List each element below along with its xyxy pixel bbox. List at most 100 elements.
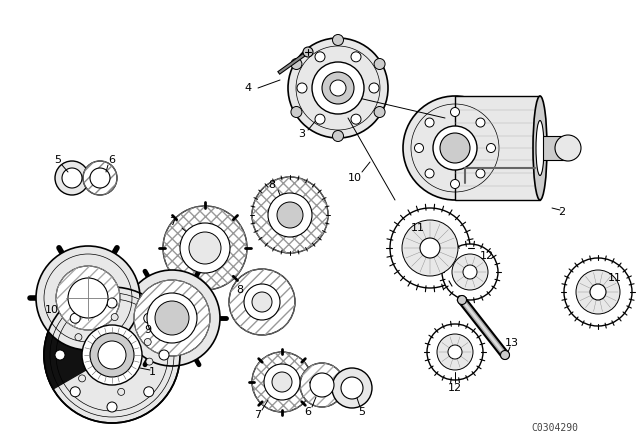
Circle shape [427,324,483,380]
Text: 12: 12 [448,383,462,393]
Circle shape [107,402,117,412]
Circle shape [118,388,125,396]
Text: 9: 9 [145,325,152,335]
Circle shape [315,114,325,124]
Circle shape [315,52,325,62]
Circle shape [451,108,460,116]
Circle shape [341,377,363,399]
Text: 2: 2 [559,207,566,217]
Circle shape [500,350,509,359]
Circle shape [56,266,120,330]
Circle shape [111,314,118,321]
Text: 3: 3 [298,129,305,139]
Circle shape [147,293,197,343]
Circle shape [83,161,117,195]
Circle shape [476,118,485,127]
Circle shape [452,254,488,290]
Text: 1: 1 [148,367,156,377]
Circle shape [448,345,462,359]
Circle shape [425,169,434,178]
Circle shape [310,373,334,397]
Polygon shape [44,311,112,389]
Circle shape [576,270,620,314]
Text: 8: 8 [268,180,276,190]
Circle shape [402,220,458,276]
Text: 7: 7 [170,217,177,227]
Circle shape [144,339,151,345]
Circle shape [159,350,169,360]
Circle shape [163,206,247,290]
Ellipse shape [533,96,547,200]
Circle shape [332,368,372,408]
Circle shape [351,114,361,124]
Circle shape [107,298,117,308]
Circle shape [322,72,354,104]
Circle shape [189,232,221,264]
Circle shape [463,265,477,279]
Circle shape [425,118,434,127]
Circle shape [333,34,344,46]
Circle shape [390,208,470,288]
Circle shape [458,296,467,305]
Circle shape [268,193,312,237]
Circle shape [124,270,220,366]
Text: 11: 11 [411,223,425,233]
Circle shape [440,133,470,163]
Circle shape [291,107,302,117]
Text: 13: 13 [505,338,519,348]
Circle shape [433,126,477,170]
Circle shape [312,62,364,114]
Text: 4: 4 [244,83,252,93]
Circle shape [486,143,495,152]
Circle shape [297,83,307,93]
Text: 7: 7 [255,410,262,420]
Circle shape [55,350,65,360]
Circle shape [98,341,126,369]
Circle shape [415,143,424,152]
Circle shape [144,313,154,323]
Circle shape [244,284,280,320]
Text: 5: 5 [54,155,61,165]
Text: 12: 12 [480,251,494,261]
Circle shape [442,244,498,300]
Circle shape [333,130,344,142]
Circle shape [451,180,460,189]
Circle shape [68,278,108,318]
Circle shape [252,177,328,253]
Circle shape [36,246,140,350]
Text: 10: 10 [348,173,362,183]
Circle shape [62,168,82,188]
Text: 6: 6 [305,407,312,417]
Circle shape [476,169,485,178]
Circle shape [252,292,272,312]
Text: 10: 10 [45,305,59,315]
Text: 8: 8 [236,285,244,295]
Text: 5: 5 [358,407,365,417]
Circle shape [351,52,361,62]
Circle shape [146,358,153,365]
Circle shape [229,269,295,335]
Text: 6: 6 [109,155,115,165]
Circle shape [288,38,388,138]
Circle shape [155,301,189,335]
Circle shape [564,258,632,326]
Circle shape [82,325,142,385]
Circle shape [291,59,302,69]
Circle shape [44,287,180,423]
Text: 11: 11 [608,273,622,283]
Ellipse shape [536,121,544,176]
Circle shape [277,202,303,228]
Text: C0304290: C0304290 [531,423,579,433]
Circle shape [330,80,346,96]
Circle shape [264,364,300,400]
Circle shape [134,280,210,356]
Circle shape [272,372,292,392]
Circle shape [374,59,385,69]
Bar [543,136,568,160]
Circle shape [369,83,379,93]
Bar [455,96,540,200]
Circle shape [79,375,86,382]
Circle shape [300,363,344,407]
Circle shape [55,161,89,195]
Circle shape [180,223,230,273]
